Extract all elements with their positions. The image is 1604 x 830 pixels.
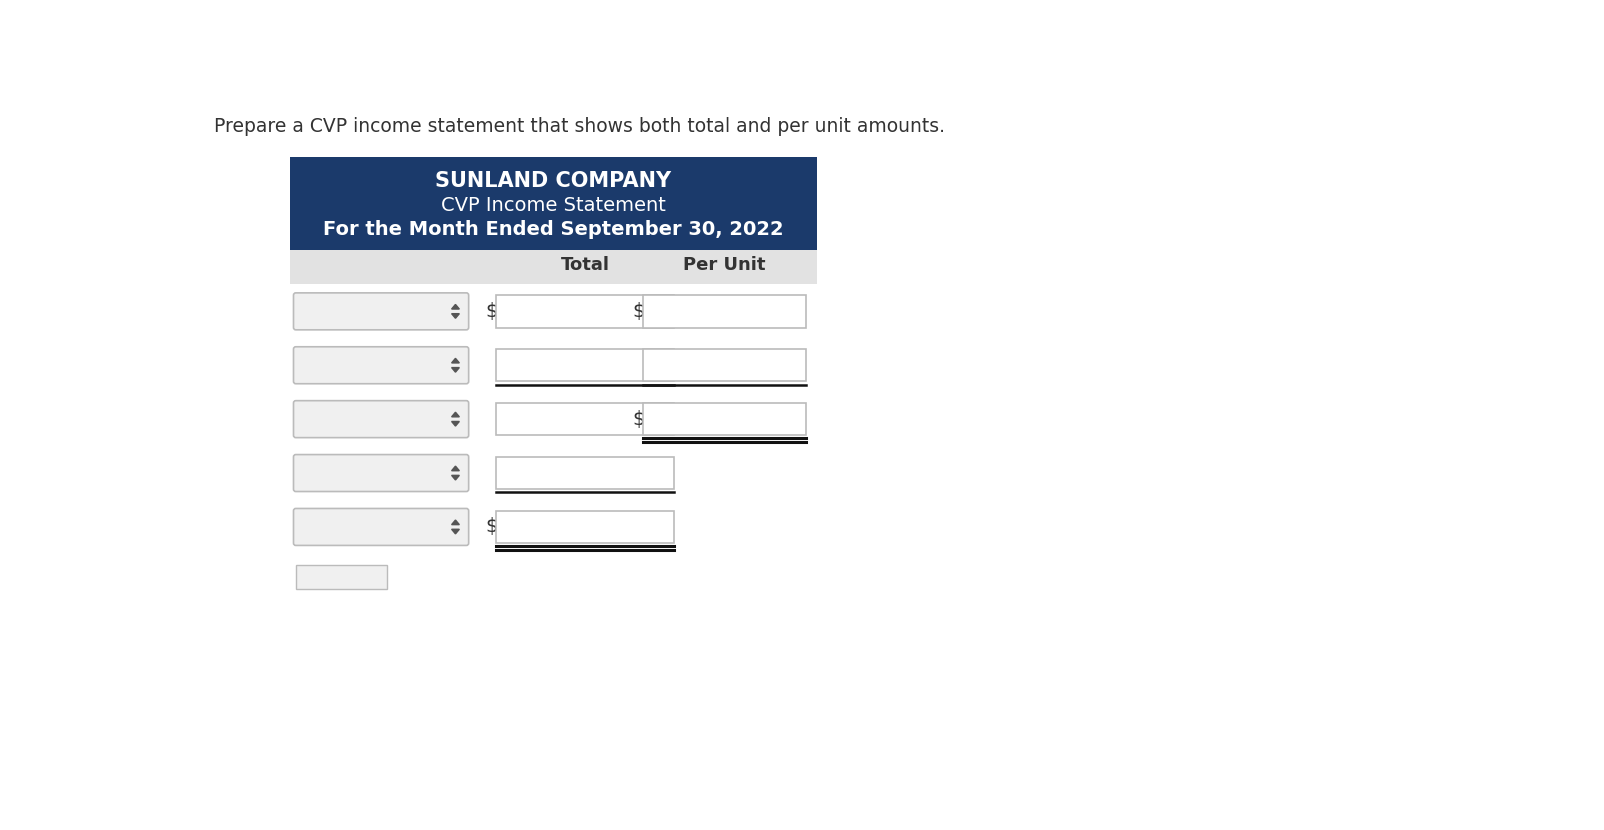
Text: CVP Income Statement: CVP Income Statement	[441, 196, 666, 215]
Text: SUNLAND COMPANY: SUNLAND COMPANY	[435, 171, 670, 191]
Text: $: $	[484, 517, 497, 536]
Text: $: $	[484, 302, 497, 321]
Polygon shape	[452, 314, 459, 318]
Text: $: $	[632, 302, 645, 321]
FancyBboxPatch shape	[496, 295, 674, 328]
FancyBboxPatch shape	[290, 250, 816, 285]
Polygon shape	[452, 476, 459, 480]
Text: $: $	[632, 410, 645, 428]
FancyBboxPatch shape	[496, 457, 674, 489]
FancyBboxPatch shape	[294, 401, 468, 437]
Text: Per Unit: Per Unit	[683, 256, 765, 274]
FancyBboxPatch shape	[496, 349, 674, 382]
Text: Total: Total	[560, 256, 610, 274]
Polygon shape	[452, 305, 459, 309]
FancyBboxPatch shape	[643, 403, 805, 435]
Polygon shape	[452, 368, 459, 372]
Polygon shape	[452, 520, 459, 525]
Polygon shape	[452, 359, 459, 363]
FancyBboxPatch shape	[294, 293, 468, 330]
FancyBboxPatch shape	[290, 158, 816, 250]
Polygon shape	[452, 413, 459, 417]
FancyBboxPatch shape	[294, 455, 468, 491]
Text: For the Month Ended September 30, 2022: For the Month Ended September 30, 2022	[322, 221, 783, 240]
Polygon shape	[452, 422, 459, 426]
Polygon shape	[452, 466, 459, 471]
FancyBboxPatch shape	[643, 295, 805, 328]
Polygon shape	[452, 530, 459, 534]
FancyBboxPatch shape	[294, 347, 468, 383]
FancyBboxPatch shape	[496, 510, 674, 543]
FancyBboxPatch shape	[643, 349, 805, 382]
FancyBboxPatch shape	[496, 403, 674, 435]
FancyBboxPatch shape	[294, 509, 468, 545]
Text: Prepare a CVP income statement that shows both total and per unit amounts.: Prepare a CVP income statement that show…	[215, 116, 945, 135]
FancyBboxPatch shape	[295, 565, 387, 588]
